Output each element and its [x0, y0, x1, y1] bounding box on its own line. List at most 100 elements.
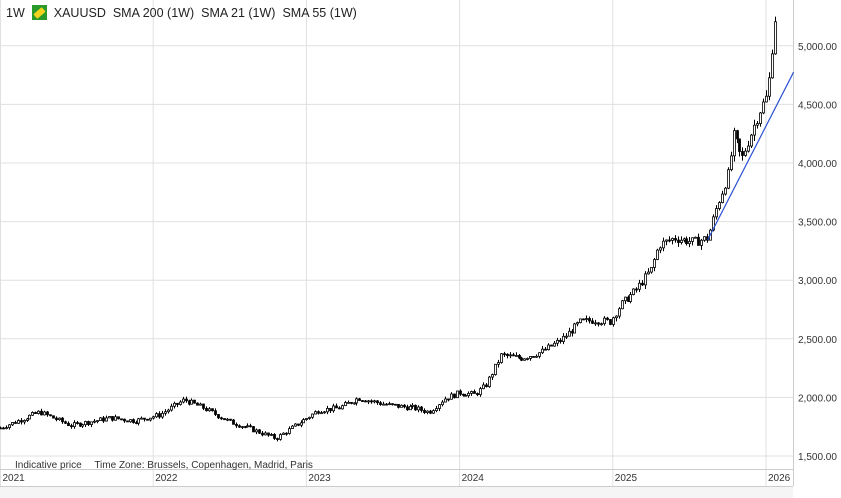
candle-body	[132, 419, 135, 423]
candle	[332, 403, 335, 413]
candle	[2, 426, 5, 430]
candle-body	[96, 420, 99, 422]
candle	[432, 409, 435, 414]
candle	[559, 338, 562, 344]
candle-body	[20, 420, 23, 423]
candle	[37, 410, 40, 415]
candle-body	[733, 130, 736, 157]
candle	[208, 407, 211, 412]
candle	[429, 409, 432, 415]
interval-label[interactable]: 1W	[6, 5, 25, 20]
candle-body	[34, 412, 37, 414]
candle	[117, 416, 120, 420]
candle-body	[444, 398, 447, 403]
candle-body	[170, 405, 173, 411]
candle-body	[202, 403, 205, 409]
candle-body	[117, 416, 120, 420]
candle	[553, 340, 556, 347]
candle	[87, 420, 90, 427]
candle-body	[562, 335, 565, 342]
candle-body	[406, 406, 409, 411]
candle-body	[288, 428, 291, 434]
candle	[205, 406, 208, 412]
candles	[0, 16, 777, 442]
candle	[420, 406, 423, 413]
candle-body	[129, 419, 132, 423]
candle	[414, 404, 417, 411]
candle	[320, 410, 323, 415]
candle	[506, 353, 509, 359]
candle-body	[173, 402, 176, 407]
candle	[597, 322, 600, 327]
candle-body	[456, 390, 459, 399]
candle	[409, 404, 412, 411]
candle	[768, 72, 771, 101]
candle-body	[532, 356, 535, 358]
candle-body	[741, 151, 744, 156]
indicator-sma55[interactable]: SMA 55 (1W)	[282, 5, 357, 20]
candle-body	[252, 426, 255, 433]
candle	[67, 421, 70, 427]
x-tick-label: 2022	[155, 473, 178, 484]
candle	[688, 237, 691, 248]
candle	[741, 147, 744, 161]
candle-body	[11, 422, 14, 426]
indicator-sma21[interactable]: SMA 21 (1W)	[201, 5, 276, 20]
candle	[140, 416, 143, 420]
candle	[585, 315, 588, 323]
candle	[193, 399, 196, 404]
y-tick-label: 3,000.00	[798, 276, 837, 287]
candle	[382, 401, 385, 406]
symbol-label[interactable]: XAUUSD	[53, 5, 106, 20]
candle-body	[5, 427, 8, 430]
candle-body	[190, 399, 193, 405]
candle	[350, 402, 353, 405]
candle	[276, 437, 279, 442]
candle	[556, 337, 559, 347]
candle-body	[238, 425, 241, 428]
candle	[512, 352, 515, 357]
candle-body	[409, 406, 412, 411]
candle-body	[49, 414, 52, 417]
candle	[264, 431, 267, 436]
candle-body	[688, 241, 691, 245]
candle-body	[317, 411, 320, 414]
candle-body	[509, 354, 512, 357]
candle-body	[388, 403, 391, 406]
candle-body	[55, 417, 58, 420]
candle	[485, 382, 488, 388]
candle	[49, 414, 52, 417]
candle	[111, 416, 114, 422]
candle	[302, 418, 305, 424]
candle	[680, 236, 683, 245]
candle	[453, 393, 456, 399]
candle-body	[208, 408, 211, 412]
candle-body	[535, 355, 538, 358]
candle-body	[302, 419, 305, 424]
candle	[323, 411, 326, 414]
candle	[497, 359, 500, 368]
candle	[759, 111, 762, 127]
candle-body	[544, 348, 547, 351]
indicator-sma200[interactable]: SMA 200 (1W)	[112, 5, 195, 20]
candle	[411, 403, 414, 409]
candle	[258, 429, 261, 434]
candle-body	[573, 323, 576, 334]
candle-body	[350, 402, 353, 404]
candle-body	[612, 317, 615, 325]
candle	[765, 90, 768, 103]
candle-body	[31, 412, 34, 416]
candle	[126, 420, 129, 423]
candle	[591, 318, 594, 324]
x-tick-label: 2026	[768, 473, 791, 484]
candle-body	[397, 404, 400, 408]
candle	[462, 393, 465, 397]
candle-body	[467, 392, 470, 397]
candle	[544, 347, 547, 351]
candle	[671, 237, 674, 245]
candle-body	[638, 282, 641, 290]
candle-body	[126, 420, 129, 423]
candle-body	[497, 362, 500, 365]
candle	[503, 351, 506, 357]
